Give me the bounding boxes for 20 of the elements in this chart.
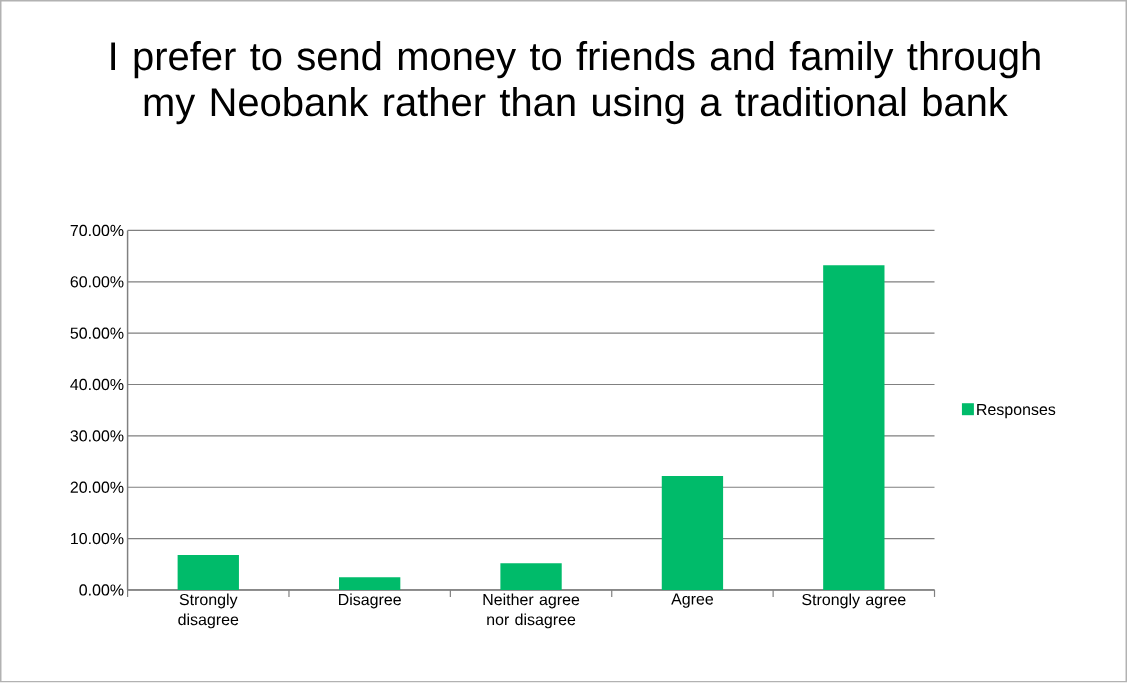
legend-label: Responses bbox=[977, 404, 1056, 419]
y-tick-label: 40.00% bbox=[70, 379, 124, 391]
bar bbox=[177, 555, 239, 591]
y-tick-label: 60.00% bbox=[70, 276, 124, 288]
y-tick-label: 30.00% bbox=[70, 430, 124, 442]
bar bbox=[339, 577, 401, 591]
y-tick-label: 0.00% bbox=[79, 584, 124, 596]
x-tick-label: Agree bbox=[671, 593, 714, 609]
x-tick-label: Neither agree nor disagree bbox=[483, 593, 580, 629]
chart-title: I prefer to send money to friends and family through my Neobank rather than using a traditional bank bbox=[111, 41, 1040, 125]
bar bbox=[500, 563, 562, 591]
x-tick-label: Strongly disagree bbox=[178, 593, 239, 629]
bar bbox=[661, 476, 724, 591]
bar bbox=[823, 265, 885, 591]
y-tick-label: 20.00% bbox=[70, 481, 124, 494]
y-tick-label: 70.00% bbox=[70, 225, 124, 237]
x-tick-label: Disagree bbox=[339, 593, 401, 609]
y-tick-label: 50.00% bbox=[70, 327, 124, 340]
y-tick-label: 10.00% bbox=[71, 533, 124, 545]
x-tick-label: Strongly agree bbox=[802, 593, 906, 609]
